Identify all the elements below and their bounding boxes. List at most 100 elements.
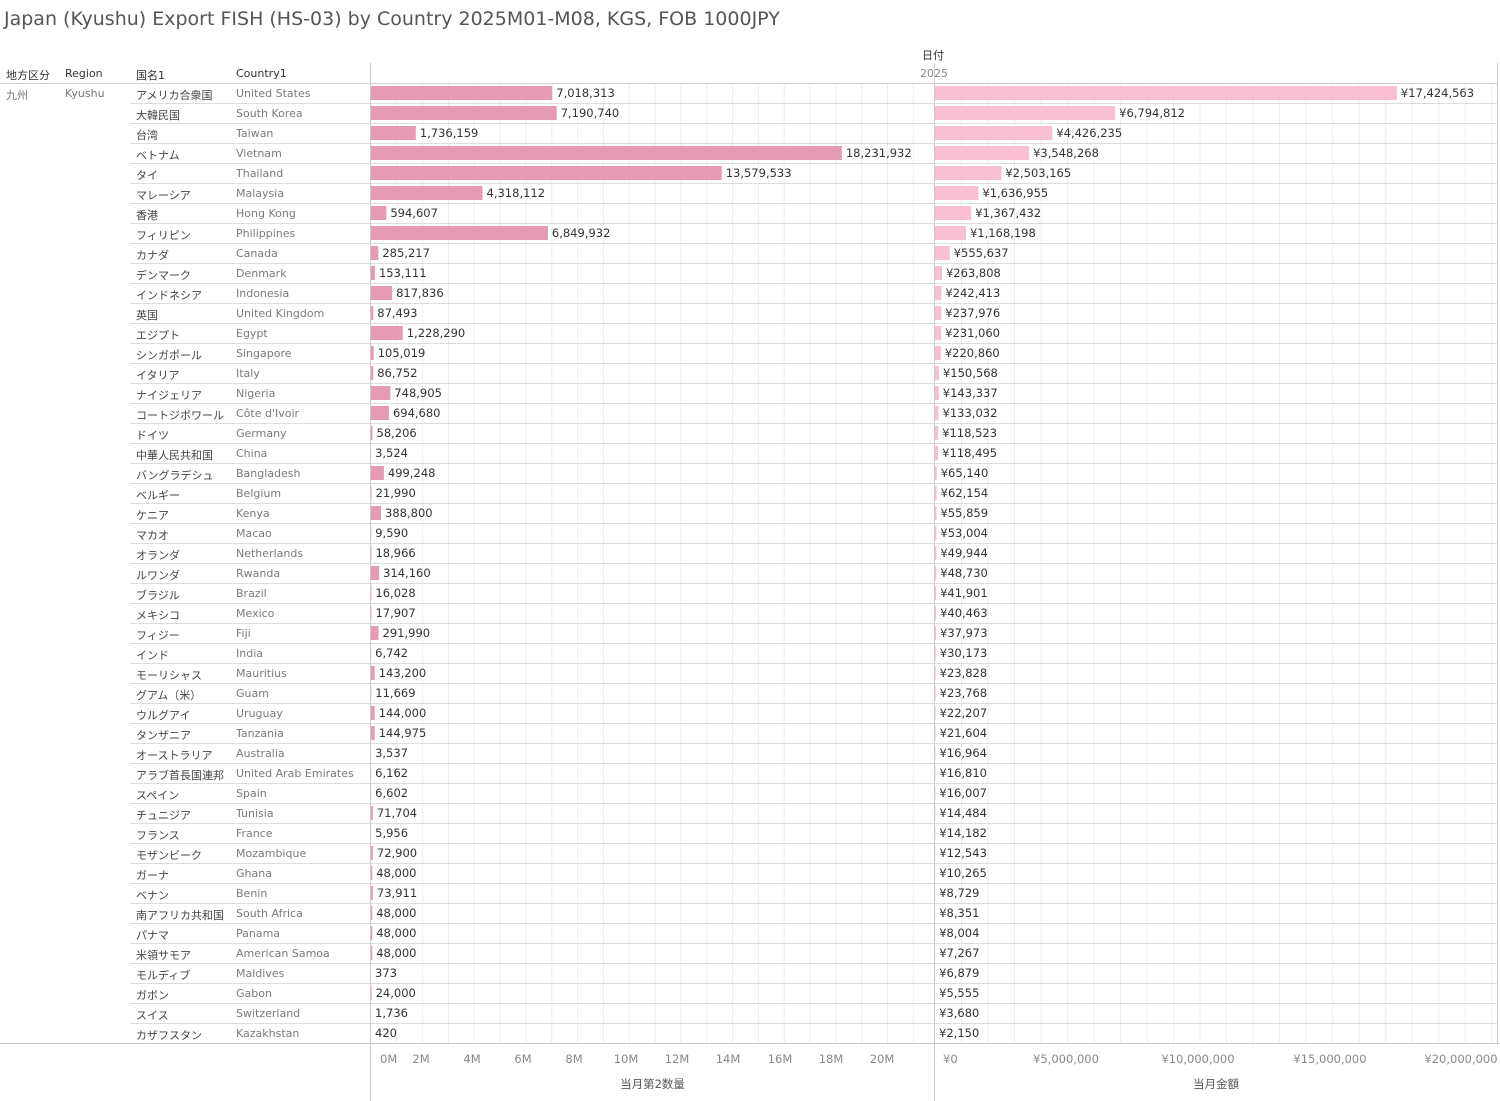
qty-data-label: 144,975 bbox=[379, 726, 427, 740]
qty-data-label: 6,742 bbox=[375, 646, 408, 660]
value-data-label: ¥16,964 bbox=[939, 746, 987, 760]
value-data-label: ¥555,637 bbox=[954, 246, 1009, 260]
value-bar bbox=[935, 546, 937, 560]
value-bar bbox=[935, 306, 942, 320]
value-data-label: ¥1,367,432 bbox=[975, 206, 1041, 220]
qty-axis-title: 当月第2数量 bbox=[620, 1077, 685, 1091]
value-data-label: ¥237,976 bbox=[945, 306, 1000, 320]
value-data-label: ¥16,810 bbox=[939, 766, 987, 780]
qty-bar bbox=[371, 206, 387, 220]
value-data-label: ¥231,060 bbox=[945, 326, 1000, 340]
value-data-label: ¥23,768 bbox=[940, 686, 988, 700]
qty-bar bbox=[371, 666, 375, 680]
country-en-label: Denmark bbox=[236, 267, 287, 280]
value-data-label: ¥2,503,165 bbox=[1005, 166, 1071, 180]
qty-bar bbox=[371, 506, 382, 520]
value-data-label: ¥5,555 bbox=[939, 986, 979, 1000]
value-data-label: ¥10,265 bbox=[939, 866, 987, 880]
country-jp-label: オーストラリア bbox=[136, 749, 213, 762]
value-data-label: ¥8,729 bbox=[939, 886, 979, 900]
country-en-label: United States bbox=[236, 87, 311, 100]
country-en-label: France bbox=[236, 827, 273, 840]
country-en-label: American Samoa bbox=[236, 947, 330, 960]
country-en-label: Fiji bbox=[236, 627, 251, 640]
country-jp-label: 英国 bbox=[136, 309, 158, 322]
country-jp-label: メキシコ bbox=[136, 609, 180, 622]
country-en-label: South Korea bbox=[236, 107, 303, 120]
value-tick-label: ¥20,000,000 bbox=[1424, 1052, 1497, 1066]
value-data-label: ¥48,730 bbox=[940, 566, 988, 580]
country-en-label: Taiwan bbox=[236, 127, 274, 140]
qty-bar bbox=[371, 266, 375, 280]
value-bar bbox=[935, 666, 936, 680]
country-jp-label: ベナン bbox=[136, 889, 169, 902]
country-en-label: Benin bbox=[236, 887, 268, 900]
value-data-label: ¥8,004 bbox=[939, 926, 979, 940]
country-jp-label: ベルギー bbox=[136, 489, 180, 502]
qty-data-label: 153,111 bbox=[379, 266, 427, 280]
value-bar bbox=[935, 386, 939, 400]
qty-data-label: 5,956 bbox=[375, 826, 408, 840]
country-en-label: Philippines bbox=[236, 227, 296, 240]
qty-bar bbox=[371, 866, 373, 880]
value-bar bbox=[935, 606, 937, 620]
qty-bar bbox=[371, 726, 375, 740]
qty-bar bbox=[371, 226, 548, 240]
country-en-label: Gabon bbox=[236, 987, 272, 1000]
country-en-label: Spain bbox=[236, 787, 267, 800]
qty-data-label: 21,990 bbox=[376, 486, 416, 500]
country-en-label: China bbox=[236, 447, 268, 460]
value-bar bbox=[935, 646, 936, 660]
qty-bar bbox=[371, 426, 373, 440]
country-en-label: Belgium bbox=[236, 487, 282, 500]
value-bar bbox=[935, 706, 936, 720]
value-data-label: ¥6,879 bbox=[939, 966, 979, 980]
qty-bar bbox=[371, 846, 373, 860]
value-bar bbox=[935, 246, 950, 260]
qty-data-label: 3,524 bbox=[375, 446, 408, 460]
country-jp-label: タイ bbox=[136, 169, 158, 182]
country-en-label: United Kingdom bbox=[236, 307, 325, 320]
qty-data-label: 87,493 bbox=[377, 306, 417, 320]
country-en-label: Bangladesh bbox=[236, 467, 301, 480]
value-data-label: ¥53,004 bbox=[940, 526, 988, 540]
header-region-en: Region bbox=[65, 67, 103, 80]
qty-data-label: 24,000 bbox=[376, 986, 416, 1000]
qty-data-label: 694,680 bbox=[393, 406, 441, 420]
value-bar bbox=[935, 626, 937, 640]
value-data-label: ¥150,568 bbox=[943, 366, 998, 380]
value-data-label: ¥4,426,235 bbox=[1056, 126, 1122, 140]
country-en-label: Mozambique bbox=[236, 847, 307, 860]
country-jp-label: グアム（米） bbox=[136, 689, 202, 702]
qty-data-label: 817,836 bbox=[396, 286, 444, 300]
value-data-label: ¥118,523 bbox=[942, 426, 997, 440]
country-jp-label: カナダ bbox=[136, 249, 169, 262]
value-data-label: ¥242,413 bbox=[945, 286, 1000, 300]
country-en-label: Canada bbox=[236, 247, 278, 260]
qty-data-label: 291,990 bbox=[383, 626, 431, 640]
qty-tick-label: 4M bbox=[463, 1052, 480, 1066]
value-bar bbox=[935, 226, 966, 240]
chart-title: Japan (Kyushu) Export FISH (HS-03) by Co… bbox=[4, 8, 780, 30]
country-en-label: Côte d'Ivoir bbox=[236, 407, 300, 420]
country-en-label: Germany bbox=[236, 427, 287, 440]
value-data-label: ¥263,808 bbox=[946, 266, 1001, 280]
value-data-label: ¥220,860 bbox=[945, 346, 1000, 360]
value-tick-label: ¥15,000,000 bbox=[1293, 1052, 1366, 1066]
value-data-label: ¥14,484 bbox=[939, 806, 987, 820]
qty-data-label: 4,318,112 bbox=[487, 186, 546, 200]
country-jp-label: 中華人民共和国 bbox=[136, 449, 213, 462]
qty-data-label: 6,162 bbox=[375, 766, 408, 780]
value-data-label: ¥40,463 bbox=[940, 606, 988, 620]
country-en-label: Vietnam bbox=[236, 147, 282, 160]
qty-data-label: 16,028 bbox=[375, 586, 415, 600]
country-jp-label: ドイツ bbox=[136, 429, 169, 442]
value-data-label: ¥22,207 bbox=[940, 706, 988, 720]
country-en-label: Indonesia bbox=[236, 287, 290, 300]
qty-tick-label: 18M bbox=[819, 1052, 844, 1066]
country-jp-label: 南アフリカ共和国 bbox=[136, 909, 224, 922]
qty-data-label: 285,217 bbox=[382, 246, 430, 260]
qty-bar bbox=[371, 566, 380, 580]
value-bar bbox=[935, 286, 942, 300]
value-data-label: ¥30,173 bbox=[940, 646, 988, 660]
